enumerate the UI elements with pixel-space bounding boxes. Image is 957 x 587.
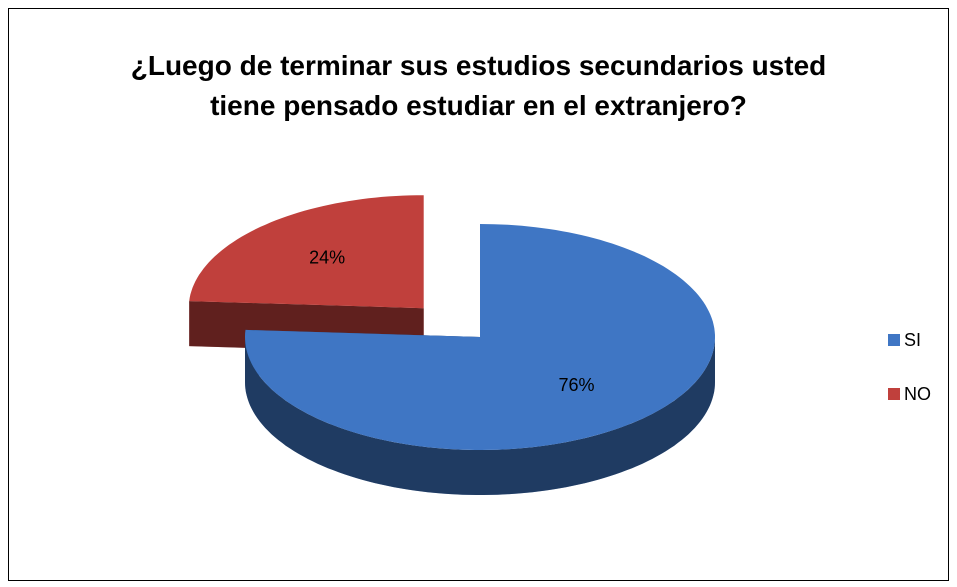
legend: SI NO [888,330,931,404]
chart-title: ¿Luego de terminar sus estudios secundar… [130,50,827,121]
legend-swatch [888,388,900,400]
slice [189,195,424,309]
legend-swatch [888,334,900,346]
pie: 24% 76% [189,195,715,495]
legend-label: NO [904,384,931,404]
data-label: 24% [309,247,345,267]
data-label: 76% [559,375,595,395]
slice [245,224,715,450]
legend-label: SI [904,330,921,350]
slice-side-shade [245,337,715,495]
